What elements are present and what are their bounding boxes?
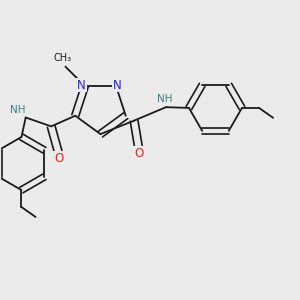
Text: N: N — [77, 79, 86, 92]
Text: O: O — [54, 152, 64, 165]
Text: CH₃: CH₃ — [53, 53, 72, 63]
Text: NH: NH — [158, 94, 173, 104]
Text: O: O — [134, 147, 143, 160]
Text: N: N — [113, 79, 122, 92]
Text: NH: NH — [10, 105, 26, 116]
